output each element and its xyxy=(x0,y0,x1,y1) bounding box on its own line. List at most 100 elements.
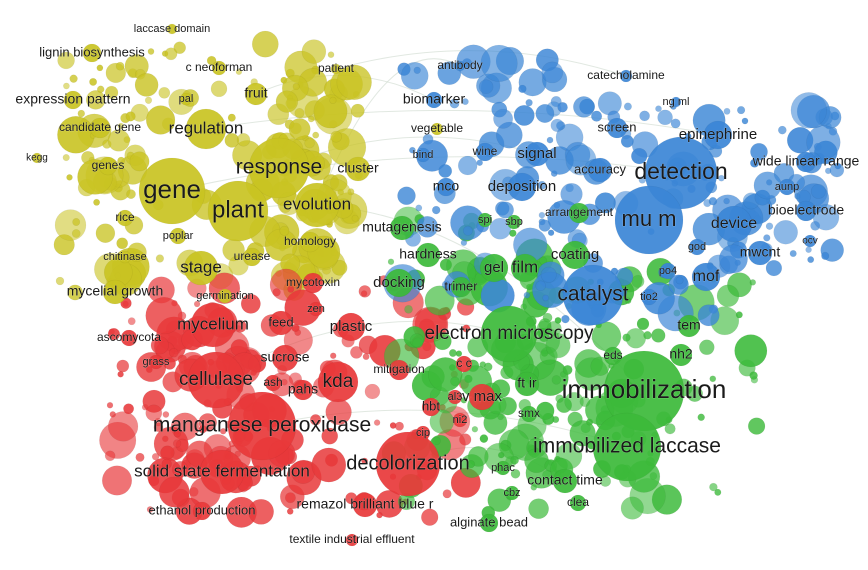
node-alginate-bead[interactable] xyxy=(479,513,499,533)
node-chitinase[interactable] xyxy=(118,250,132,264)
node-accuracy[interactable] xyxy=(587,157,613,183)
label-ng-ml[interactable]: ng ml xyxy=(662,96,690,109)
node-manganese-peroxidase[interactable] xyxy=(227,391,297,461)
label-patient[interactable]: patient xyxy=(318,61,355,76)
label-immobilized-laccase[interactable]: immobilized laccase xyxy=(533,434,722,458)
node-eds[interactable] xyxy=(603,346,623,366)
label-kegg[interactable]: kegg xyxy=(26,152,48,164)
node-catecholamine[interactable] xyxy=(619,69,633,83)
node-gene[interactable] xyxy=(138,157,206,225)
node-response[interactable] xyxy=(248,137,310,199)
label-device[interactable]: device xyxy=(711,215,758,233)
node-patient[interactable] xyxy=(330,63,342,75)
label-film[interactable]: film xyxy=(511,257,538,277)
label-pal[interactable]: pal xyxy=(178,93,194,106)
label-ethanol-production[interactable]: ethanol production xyxy=(148,502,256,518)
label-kda[interactable]: kda xyxy=(322,371,354,393)
label-aunp[interactable]: aunp xyxy=(774,181,799,194)
label-bind[interactable]: bind xyxy=(412,149,434,162)
node-bind[interactable] xyxy=(415,147,431,163)
label-c-c[interactable]: c c xyxy=(456,356,472,371)
node-homology[interactable] xyxy=(299,231,321,253)
label-wide-linear-range[interactable]: wide linear range xyxy=(751,152,860,169)
label-ni2[interactable]: ni2 xyxy=(452,414,468,427)
label-zen[interactable]: zen xyxy=(307,303,325,316)
node-regulation[interactable] xyxy=(185,108,227,150)
node-mitigation[interactable] xyxy=(388,359,410,381)
node-solid-state-fermentation[interactable] xyxy=(199,449,245,495)
label-feed[interactable]: feed xyxy=(268,314,294,330)
label-cellulase[interactable]: cellulase xyxy=(179,369,254,391)
label-cip[interactable]: cip xyxy=(416,427,431,440)
label-genes[interactable]: genes xyxy=(91,158,125,173)
node-pahs[interactable] xyxy=(292,379,314,401)
label-tio2[interactable]: tio2 xyxy=(640,291,658,304)
label-docking[interactable]: docking xyxy=(373,274,425,292)
node-phac[interactable] xyxy=(495,460,511,476)
node-docking[interactable] xyxy=(384,268,414,298)
label-mwcnt[interactable]: mwcnt xyxy=(739,243,781,260)
label-hbt[interactable]: hbt xyxy=(422,398,441,414)
label-nh2[interactable]: nh2 xyxy=(669,345,693,362)
node-mutagenesis[interactable] xyxy=(389,215,415,241)
node-textile-industrial-effluent[interactable] xyxy=(345,533,359,547)
node-mco[interactable] xyxy=(436,177,456,197)
label-tem[interactable]: tem xyxy=(677,316,701,333)
label-gel[interactable]: gel xyxy=(484,259,505,277)
label-mycelial-growth[interactable]: mycelial growth xyxy=(66,282,163,299)
node-clea[interactable] xyxy=(569,494,587,512)
label-al3[interactable]: al3 xyxy=(447,391,463,404)
label-evolution[interactable]: evolution xyxy=(283,194,352,214)
label-wine[interactable]: wine xyxy=(471,144,498,159)
node-germination[interactable] xyxy=(217,288,233,304)
label-mu-m[interactable]: mu m xyxy=(621,206,677,232)
label-mof[interactable]: mof xyxy=(692,268,720,286)
node-mycotoxin[interactable] xyxy=(302,272,324,294)
node-tio2[interactable] xyxy=(640,288,658,306)
node-grass[interactable] xyxy=(148,354,164,370)
label-decolorization[interactable]: decolorization xyxy=(346,452,470,475)
node-c-neoforman[interactable] xyxy=(211,60,227,76)
label-vegetable[interactable]: vegetable xyxy=(411,121,464,136)
label-spi[interactable]: spi xyxy=(478,214,493,227)
label-po4[interactable]: po4 xyxy=(659,265,678,278)
label-urease[interactable]: urease xyxy=(233,249,271,264)
label-detection[interactable]: detection xyxy=(634,158,728,185)
node-device[interactable] xyxy=(715,205,753,243)
label-remazol-brilliant-blue-r[interactable]: remazol brilliant blue r xyxy=(296,495,434,512)
label-plant[interactable]: plant xyxy=(212,196,265,224)
node-electron-microscopy[interactable] xyxy=(480,305,538,363)
node-signal[interactable] xyxy=(524,141,550,167)
label-hardness[interactable]: hardness xyxy=(399,245,457,262)
node-evolution[interactable] xyxy=(294,182,340,228)
node-arrangement[interactable] xyxy=(568,202,590,224)
label-textile-industrial-effluent[interactable]: textile industrial effluent xyxy=(289,532,415,547)
node-cbz[interactable] xyxy=(504,485,520,501)
label-phac[interactable]: phac xyxy=(491,462,516,475)
node-cluster[interactable] xyxy=(345,156,371,182)
label-eds[interactable]: eds xyxy=(603,348,623,363)
node-lignin-biosynthesis[interactable] xyxy=(82,43,102,63)
node-bioelectrode[interactable] xyxy=(795,200,817,222)
label-signal[interactable]: signal xyxy=(517,145,557,163)
label-rice[interactable]: rice xyxy=(115,210,135,225)
node-contact-time[interactable] xyxy=(552,468,578,494)
node-aunp[interactable] xyxy=(778,178,796,196)
label-cluster[interactable]: cluster xyxy=(337,159,379,176)
label-clea[interactable]: clea xyxy=(567,495,590,510)
node-film[interactable] xyxy=(510,253,540,283)
label-c-neoforman[interactable]: c neoforman xyxy=(185,60,253,75)
node-ascomycota[interactable] xyxy=(120,329,138,347)
label-sucrose[interactable]: sucrose xyxy=(260,348,310,365)
label-regulation[interactable]: regulation xyxy=(168,118,244,138)
node-mycelial-growth[interactable] xyxy=(102,279,128,305)
node-trimer[interactable] xyxy=(450,276,472,298)
label-coating[interactable]: coating xyxy=(551,246,600,264)
node-vegetable[interactable] xyxy=(430,122,444,136)
label-mitigation[interactable]: mitigation xyxy=(373,362,425,377)
node-cellulase[interactable] xyxy=(187,351,245,409)
label-stage[interactable]: stage xyxy=(180,257,222,277)
label-trimer[interactable]: trimer xyxy=(444,278,478,294)
label-mycotoxin[interactable]: mycotoxin xyxy=(286,275,341,290)
label-arrangement[interactable]: arrangement xyxy=(545,205,614,220)
